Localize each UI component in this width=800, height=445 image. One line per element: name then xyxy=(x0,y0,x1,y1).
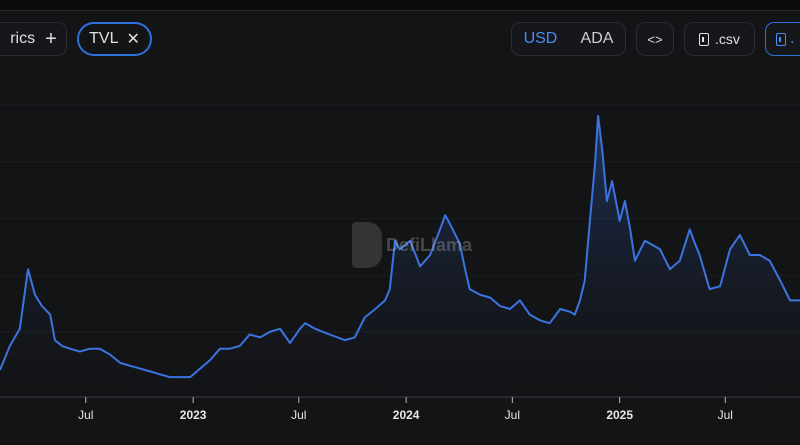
currency-usd[interactable]: USD xyxy=(523,30,558,47)
x-tick-label: Jul xyxy=(78,408,93,422)
x-tick-label: Jul xyxy=(505,408,520,422)
currency-ada[interactable]: ADA xyxy=(580,30,614,47)
x-tick-label: 2023 xyxy=(180,408,207,422)
image-label: . xyxy=(790,30,795,47)
x-tick-label: Jul xyxy=(291,408,306,422)
plus-icon: + xyxy=(45,27,57,50)
series-line xyxy=(0,114,800,379)
tvl-chip[interactable]: TVL ✕ xyxy=(77,22,152,56)
close-icon[interactable]: ✕ xyxy=(126,31,140,48)
currency-toggle: USD ADA xyxy=(511,22,626,56)
download-image-button[interactable]: . xyxy=(765,22,800,56)
x-tick-label: 2025 xyxy=(606,408,633,422)
top-strip xyxy=(0,0,800,11)
csv-label: .csv xyxy=(715,31,740,47)
file-download-icon xyxy=(776,32,786,46)
watermark-text: DefiLlama xyxy=(386,234,473,255)
file-download-icon xyxy=(699,32,710,46)
defillama-logo xyxy=(352,222,382,268)
metrics-label: rics xyxy=(10,30,36,47)
watermark: DefiLlama xyxy=(352,222,472,268)
add-metrics-button[interactable]: rics + xyxy=(0,22,67,56)
code-icon: <> xyxy=(647,31,663,47)
download-csv-button[interactable]: .csv xyxy=(684,22,755,56)
embed-button[interactable]: <> xyxy=(636,22,674,56)
x-tick-label: 2024 xyxy=(393,408,420,422)
x-tick-label: Jul xyxy=(718,408,733,422)
series-area xyxy=(0,115,800,398)
tvl-label: TVL xyxy=(89,30,119,47)
